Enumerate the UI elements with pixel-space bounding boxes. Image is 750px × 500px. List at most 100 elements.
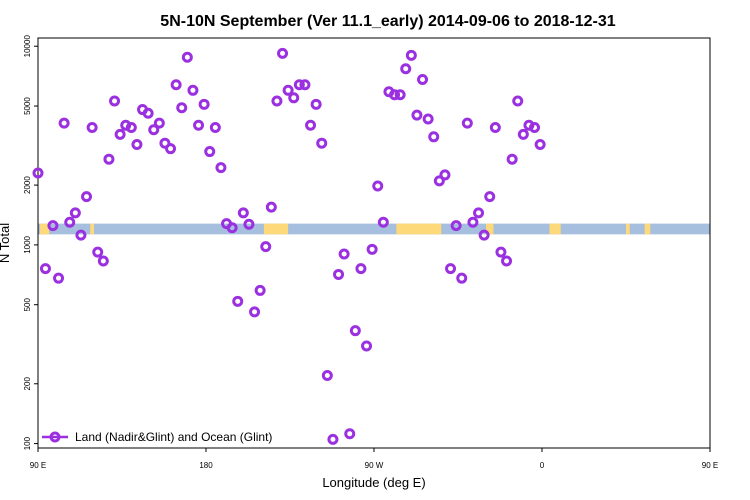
data-point [265,201,277,213]
land-ocean-band [38,223,710,235]
data-point [69,207,81,219]
data-point [47,220,59,232]
data-point [417,74,429,86]
data-point [109,95,121,107]
data-point [517,128,529,140]
data-point [293,79,305,91]
chart-title: 5N-10N September (Ver 11.1_early) 2014-0… [160,13,615,30]
data-point [534,139,546,151]
data-point [277,47,289,59]
data-point [411,109,423,121]
y-tick-label: 100 [23,436,32,450]
data-point [445,263,457,275]
data-point [86,121,98,133]
data-point [473,207,485,219]
data-point [529,121,541,133]
data-point [428,131,440,143]
y-axis-label: N Total [0,223,12,263]
land-segment [549,223,561,235]
land-segment [263,223,289,235]
data-point [204,146,216,158]
data-point [355,263,367,275]
data-point [512,95,524,107]
data-point [215,162,227,174]
land-segment [626,223,630,235]
data-point [81,191,93,203]
data-point [489,121,501,133]
data-point [394,89,406,101]
data-point [321,370,333,382]
data-point [92,246,104,258]
x-tick-label: 0 [540,461,545,470]
data-point [299,79,311,91]
y-tick-label: 1000 [23,235,32,253]
land-segment [39,223,50,235]
x-tick-label: 180 [199,461,213,470]
data-point [232,295,244,307]
data-point [506,153,518,165]
data-point [288,92,300,104]
x-axis: 90 E 180 90 W 0 90 E [30,448,718,470]
data-point [148,124,160,136]
data-point [165,143,177,155]
data-point [405,49,417,61]
x-tick-label: 90 E [702,461,718,470]
y-tick-label: 500 [23,297,32,311]
data-point [467,216,479,228]
data-point [198,98,210,110]
data-point [32,167,44,179]
data-point [193,119,205,131]
data-point [187,84,199,96]
land-segment [396,223,442,235]
data-point [103,153,115,165]
data-point [153,117,165,129]
data-point [181,51,193,63]
data-point [338,248,350,260]
data-point [64,216,76,228]
y-axis: 100 200 500 1000 2000 5000 10000 [23,35,38,450]
data-point [142,107,154,119]
data-point [226,222,238,234]
data-point [349,325,361,337]
data-point [254,284,266,296]
data-point [361,340,373,352]
y-tick-label: 5000 [23,97,32,115]
data-point [327,433,339,445]
data-point [58,117,70,129]
data-point [209,121,221,133]
data-point [501,255,513,267]
data-point [450,220,462,232]
data-point [439,169,451,181]
data-point [456,272,468,284]
data-point [249,306,261,318]
x-tick-label: 90 W [365,461,384,470]
data-point [305,119,317,131]
data-point [125,121,137,133]
data-point [243,218,255,230]
data-point [344,428,356,440]
legend-label: Land (Nadir&Glint) and Ocean (Glint) [75,430,272,444]
data-point [316,137,328,149]
legend: Land (Nadir&Glint) and Ocean (Glint) [42,430,272,444]
ocean-band [38,223,710,235]
x-tick-label: 90 E [30,461,46,470]
data-point [495,246,507,258]
data-point [366,243,378,255]
land-segment [644,223,651,235]
data-point [422,113,434,125]
y-tick-label: 200 [23,377,32,391]
data-point [237,207,249,219]
data-point [372,180,384,192]
data-point [75,229,87,241]
x-axis-label: Longitude (deg E) [322,475,425,490]
y-tick-label: 10000 [23,35,32,58]
data-point [159,137,171,149]
data-point [271,95,283,107]
land-segment [90,223,94,235]
data-point [97,255,109,267]
y-tick-label: 2000 [23,176,32,194]
data-point [176,102,188,114]
data-point [114,128,126,140]
plot-frame [37,37,711,449]
